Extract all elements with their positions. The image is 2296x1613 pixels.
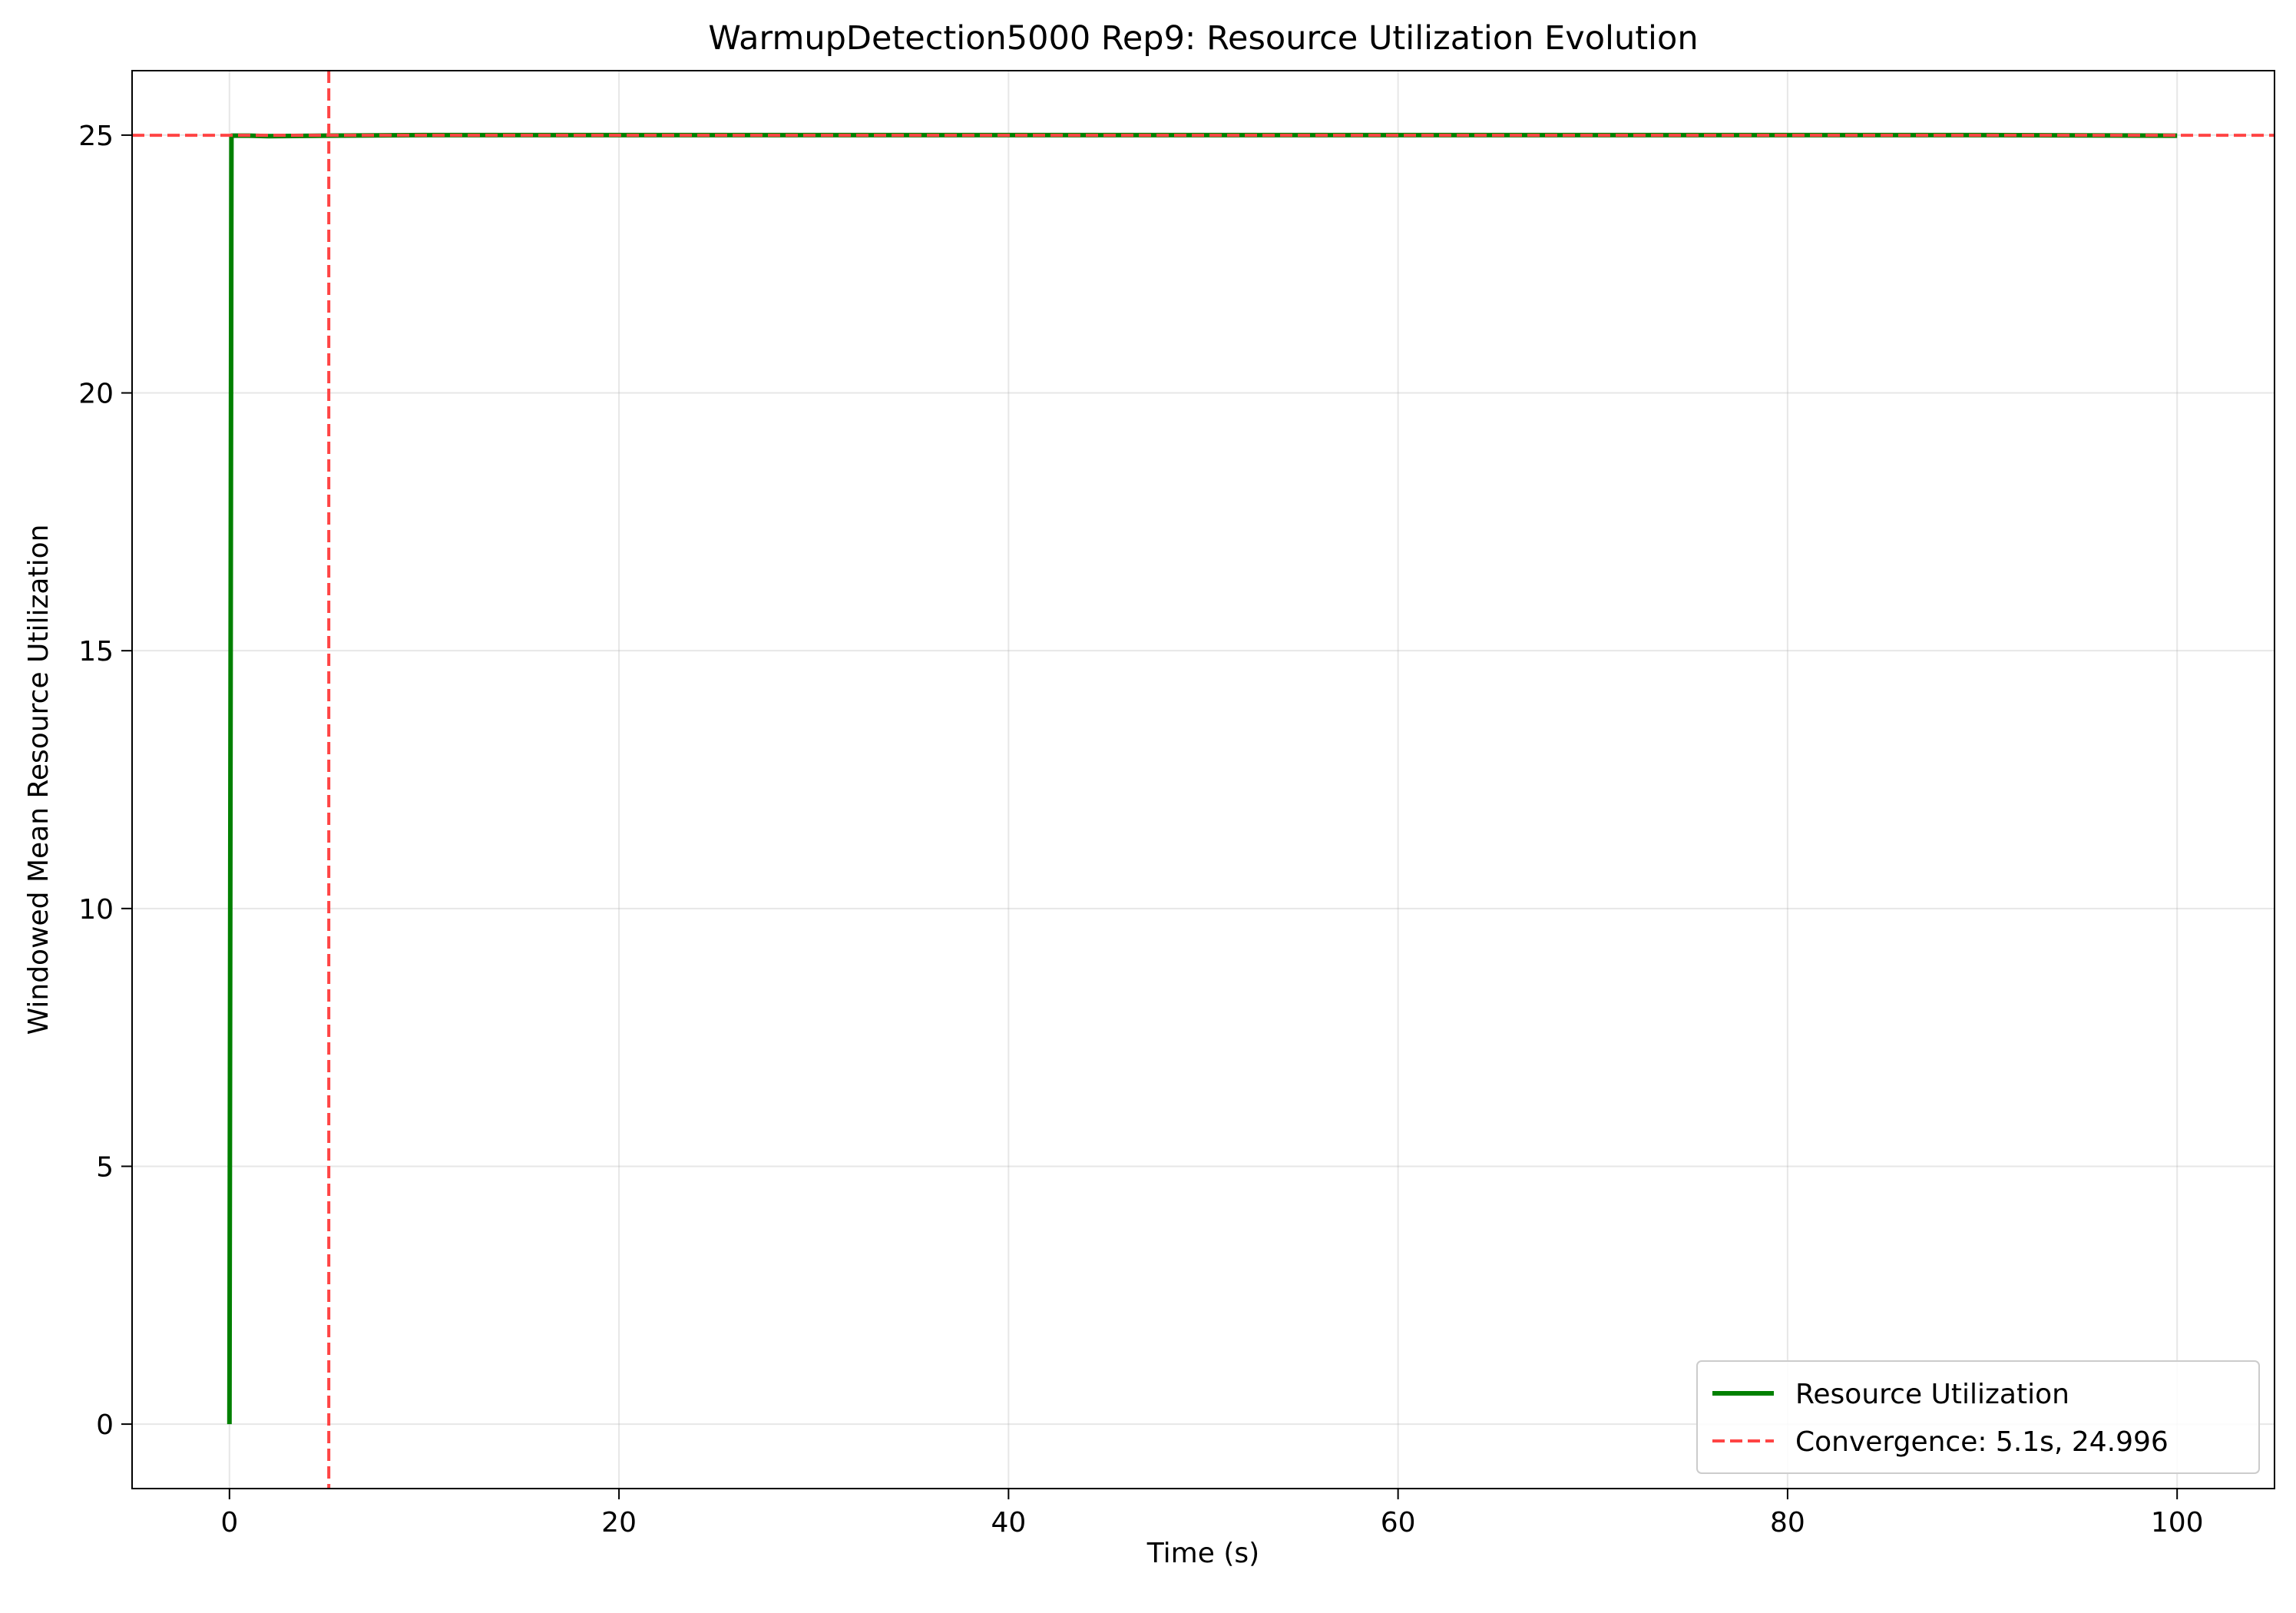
y-tick-label: 15 (78, 636, 114, 667)
y-tick-label: 10 (78, 894, 114, 926)
reference-lines (132, 71, 2274, 1489)
x-tick-label: 80 (1770, 1507, 1805, 1538)
x-tick-label: 60 (1381, 1507, 1416, 1538)
y-tick-label: 20 (78, 379, 114, 410)
y-tick-label: 5 (96, 1151, 114, 1183)
chart-title: WarmupDetection5000 Rep9: Resource Utili… (708, 19, 1698, 58)
legend: Resource Utilization Convergence: 5.1s, … (1696, 1360, 2260, 1474)
plot-area-frame (131, 70, 2275, 1489)
x-axis-title: Time (s) (1146, 1538, 1259, 1569)
y-tick-label: 0 (96, 1409, 114, 1441)
legend-label-convergence: Convergence: 5.1s, 24.996 (1795, 1426, 2169, 1458)
x-tick-label: 20 (601, 1507, 637, 1538)
y-tick-label: 25 (78, 121, 114, 152)
axis-ticks: 0 20 40 60 80 100 0 5 10 15 20 25 (78, 121, 2203, 1538)
x-tick-label: 100 (2151, 1507, 2204, 1538)
legend-label-resource-utilization: Resource Utilization (1795, 1379, 2069, 1410)
x-tick-label: 0 (220, 1507, 238, 1538)
legend-box (1696, 1360, 2260, 1474)
x-tick-label: 40 (991, 1507, 1026, 1538)
grid (132, 71, 2274, 1489)
y-axis-title: Windowed Mean Resource Utilization (23, 525, 55, 1035)
